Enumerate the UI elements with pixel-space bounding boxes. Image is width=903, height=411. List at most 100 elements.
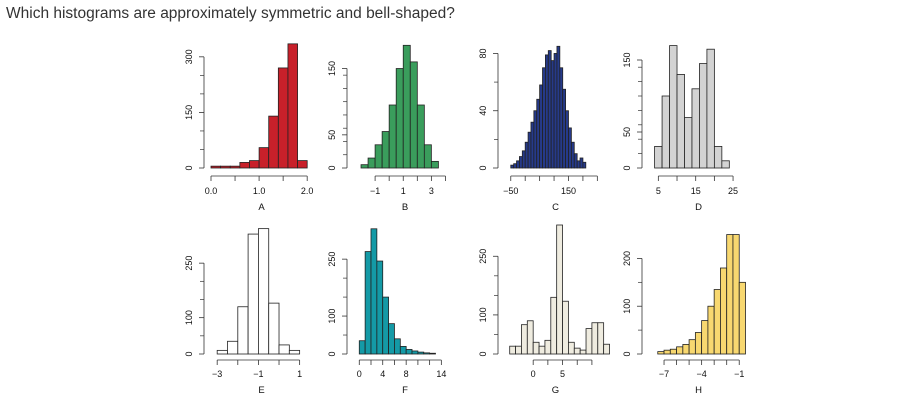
bar-A-4 (249, 160, 260, 169)
bar-E-3 (247, 233, 259, 355)
x-tick-label-H-3: −4 (697, 369, 707, 379)
bar-F-7 (399, 346, 407, 355)
y-tick-label-F-0: 0 (327, 351, 337, 356)
histogram-F: 0 4 8 14 F 0 100 250 (327, 228, 446, 396)
bar-A-1 (220, 165, 231, 169)
x-tick-label-B-4: 3 (429, 186, 434, 196)
bar-E-6 (278, 344, 290, 355)
bar-C-19 (565, 110, 569, 169)
y-tick-label-G-0: 0 (478, 351, 488, 356)
bar-H-9 (713, 289, 721, 355)
histogram-B: −1 1 3 B 0 50 150 (327, 44, 446, 213)
bar-C-20 (568, 127, 572, 169)
bar-G-3 (526, 320, 534, 355)
bar-G-14 (591, 322, 599, 355)
bar-A-3 (239, 162, 250, 169)
y-tick-label-A-1: 150 (184, 105, 194, 120)
x-tick-label-D-0: 5 (656, 186, 661, 196)
histogram-A: 0.0 1.0 2.0 A 0 150 300 (184, 43, 313, 213)
x-tick-label-D-4: 25 (728, 186, 738, 196)
bar-B-1 (367, 157, 376, 169)
y-tick-label-B-0: 0 (327, 165, 337, 170)
y-tick-label-E-2: 250 (184, 256, 194, 271)
bar-H-2 (669, 348, 677, 355)
y-tick-label-F-1: 100 (327, 309, 337, 324)
x-tick-label-F-2: 4 (380, 369, 385, 379)
bar-C-4 (521, 150, 526, 169)
bar-G-5 (538, 345, 546, 355)
bar-C-1 (513, 163, 517, 169)
bar-D-3 (676, 74, 685, 169)
bar-A-2 (229, 165, 241, 169)
bar-B-9 (423, 144, 432, 169)
bar-C-23 (576, 160, 581, 169)
bar-B-0 (360, 164, 369, 169)
bar-C-7 (530, 121, 535, 169)
bar-H-8 (707, 305, 715, 355)
x-tick-label-B-2: 1 (401, 186, 406, 196)
y-tick-label-G-2: 250 (478, 249, 488, 264)
y-tick-label-B-2: 150 (327, 61, 337, 76)
bar-C-3 (519, 156, 523, 169)
bar-E-1 (227, 340, 239, 355)
bar-H-5 (688, 339, 696, 355)
bar-B-6 (402, 44, 411, 169)
x-tick-label-C-0: −50 (503, 186, 518, 196)
bar-E-2 (237, 306, 249, 355)
histogram-D: 5 15 25 D 0 50 150 (622, 45, 738, 213)
bar-C-25 (582, 161, 587, 169)
bar-C-21 (570, 141, 575, 169)
y-tick-label-D-0: 0 (622, 165, 632, 170)
bar-D-7 (706, 48, 715, 169)
y-tick-label-E-0: 0 (184, 351, 194, 356)
bar-H-6 (694, 332, 703, 355)
bar-F-6 (394, 338, 401, 355)
bar-F-12 (429, 352, 436, 355)
x-tick-label-E-2: −1 (253, 369, 263, 379)
bar-D-9 (721, 160, 730, 169)
x-tick-label-G-0: 0 (531, 369, 536, 379)
bar-A-5 (258, 147, 270, 169)
x-tick-label-F-4: 8 (404, 369, 409, 379)
bar-D-8 (713, 145, 723, 169)
bar-E-7 (288, 349, 301, 355)
bar-G-10 (568, 341, 575, 355)
panel-label-F: F (402, 385, 408, 396)
x-tick-label-A-2: 1.0 (253, 186, 266, 196)
bar-F-3 (376, 260, 384, 355)
y-tick-label-C-0: 0 (478, 165, 488, 170)
bar-G-2 (521, 324, 528, 355)
panel-label-D: D (695, 202, 702, 213)
bar-C-18 (562, 88, 567, 169)
bar-F-8 (405, 349, 413, 355)
bar-A-6 (268, 115, 279, 169)
x-tick-label-D-2: 15 (691, 186, 701, 196)
bar-F-11 (423, 352, 431, 355)
bar-G-9 (562, 300, 569, 355)
bar-C-2 (516, 160, 520, 169)
bar-H-12 (732, 234, 740, 355)
bar-G-13 (585, 328, 593, 355)
bar-C-22 (573, 153, 578, 169)
bar-H-10 (720, 267, 728, 355)
bar-C-10 (539, 84, 543, 169)
bar-F-5 (388, 323, 395, 355)
bar-D-0 (654, 145, 663, 169)
bar-B-8 (416, 104, 425, 169)
x-tick-label-E-4: 1 (297, 369, 302, 379)
bar-B-7 (409, 61, 418, 169)
panel-label-E: E (258, 385, 264, 396)
bar-C-14 (550, 60, 555, 169)
histogram-E: −3 −1 1 E 0 100 250 (184, 228, 302, 396)
bar-E-5 (268, 302, 280, 355)
bar-C-17 (559, 67, 564, 169)
y-tick-label-D-2: 150 (622, 52, 632, 67)
bar-F-0 (358, 340, 366, 355)
y-tick-label-A-2: 300 (184, 49, 194, 64)
bar-F-2 (370, 228, 378, 355)
bar-B-3 (381, 131, 390, 169)
bar-D-5 (691, 88, 700, 169)
x-tick-label-F-7: 14 (436, 369, 446, 379)
x-tick-label-C-4: 150 (561, 186, 576, 196)
bar-A-9 (297, 160, 308, 169)
